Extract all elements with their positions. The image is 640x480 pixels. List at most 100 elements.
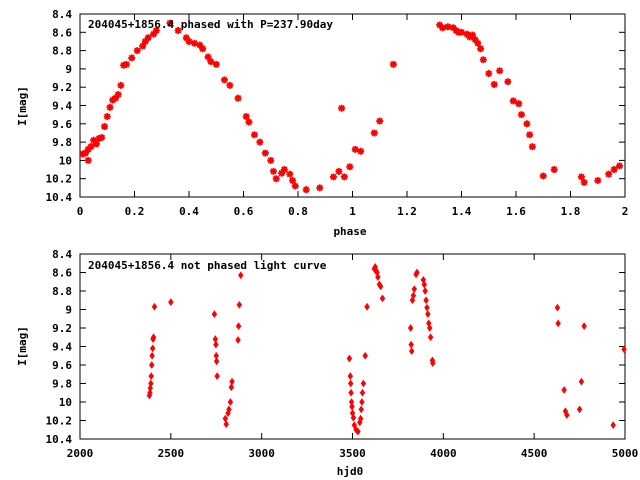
- axis-ticks: [79, 253, 626, 440]
- y-tick-label: 9: [65, 63, 72, 76]
- x-tick-labels: 2000 2500 3000 3500 4000 4500 5000: [67, 447, 639, 460]
- data-point: [351, 145, 359, 153]
- data-point: [554, 303, 561, 312]
- data-point: [106, 103, 114, 111]
- x-tick-label: 3500: [339, 447, 366, 460]
- data-point: [133, 47, 141, 55]
- data-point: [122, 60, 130, 68]
- data-point: [302, 186, 310, 194]
- x-axis-label: hjd0: [337, 465, 364, 478]
- data-point: [561, 386, 567, 394]
- x-tick-label: 4500: [521, 447, 548, 460]
- data-point: [147, 388, 153, 397]
- data-point: [289, 177, 297, 185]
- data-point: [316, 184, 324, 192]
- data-point: [329, 173, 337, 181]
- y-tick-labels: 8.4 8.6 8.8 9 9.2 9.4 9.6 9.8 10 10.2 10.4: [46, 8, 73, 204]
- data-point: [375, 273, 381, 282]
- x-tick-label: 1.2: [397, 205, 417, 218]
- y-axis-label: I[mag]: [16, 326, 29, 366]
- data-point: [204, 53, 212, 61]
- data-point: [148, 379, 154, 388]
- plot-area-frame: [79, 13, 626, 198]
- x-tick-label: 2000: [67, 447, 94, 460]
- unphased-light-curve-chart: 2000 2500 3000 3500 4000 4500 5000 8.4 8.6 8.8 9 9…: [16, 248, 638, 478]
- data-point: [610, 421, 616, 430]
- data-point: [250, 131, 258, 139]
- data-point: [357, 414, 364, 423]
- data-point: [427, 333, 434, 342]
- data-point: [261, 149, 269, 157]
- data-point: [291, 182, 299, 190]
- data-point: [95, 134, 103, 142]
- y-tick-labels: 8.4 8.6 8.8 9 9.2 9.4 9.6 9.8 10 10.2 10.4: [46, 248, 73, 446]
- data-point: [362, 351, 368, 360]
- data-point: [410, 291, 417, 300]
- data-point: [458, 28, 465, 36]
- data-point: [504, 78, 512, 86]
- phased-light-curve-chart: 0 0.2 0.4 0.6 0.8 1 1.2 1.4 1.6 1.8 2 8.4 8.6 8.8 9 9.…: [16, 8, 628, 238]
- data-point: [364, 302, 370, 311]
- data-point: [182, 34, 190, 42]
- y-tick-label: 8.6: [52, 26, 72, 39]
- y-tick-label: 10: [59, 396, 72, 409]
- x-tick-label: 2500: [158, 447, 185, 460]
- data-point: [348, 388, 354, 397]
- data-point: [213, 340, 219, 349]
- data-point: [111, 94, 119, 102]
- data-point: [550, 166, 558, 174]
- data-point: [379, 294, 386, 303]
- data-point: [87, 143, 95, 151]
- data-point: [409, 347, 415, 356]
- data-point: [517, 111, 525, 119]
- data-point: [479, 56, 487, 64]
- x-tick-label: 5000: [612, 447, 639, 460]
- data-point: [526, 131, 534, 139]
- x-tick-label: 0.6: [234, 205, 254, 218]
- data-point: [120, 61, 128, 69]
- y-tick-label: 10.4: [46, 433, 73, 446]
- y-tick-label: 9.2: [52, 81, 72, 94]
- data-point: [346, 354, 353, 363]
- data-point: [564, 411, 570, 419]
- data-point: [477, 45, 485, 53]
- data-point: [245, 118, 253, 126]
- data-point: [227, 398, 234, 406]
- data-point: [226, 81, 234, 89]
- data-point: [98, 134, 106, 142]
- x-tick-label: 4000: [430, 447, 457, 460]
- data-point: [370, 129, 378, 137]
- data-point: [148, 372, 154, 381]
- y-tick-label: 9.8: [52, 136, 72, 149]
- data-point: [577, 173, 585, 181]
- data-point: [117, 81, 125, 89]
- y-tick-label: 8.8: [52, 45, 72, 58]
- data-point: [430, 359, 436, 368]
- x-axis-label: phase: [333, 225, 366, 238]
- data-point: [346, 163, 354, 171]
- y-tick-label: 9.8: [52, 378, 72, 391]
- data-point: [101, 123, 109, 131]
- y-tick-label: 8.4: [52, 8, 72, 21]
- data-point: [228, 383, 235, 392]
- data-point: [212, 335, 219, 344]
- data-point: [422, 287, 428, 295]
- data-point: [242, 112, 250, 120]
- data-point: [150, 333, 157, 342]
- data-point: [185, 37, 193, 45]
- data-point: [269, 167, 277, 175]
- x-tick-label: 0.4: [179, 205, 199, 218]
- data-point: [425, 310, 431, 319]
- data-point: [444, 23, 452, 31]
- data-point: [149, 344, 156, 353]
- y-tick-label: 8.4: [52, 248, 72, 261]
- x-tick-label: 3000: [248, 447, 275, 460]
- data-point: [235, 336, 241, 344]
- y-tick-label: 10.4: [46, 191, 73, 204]
- y-tick-label: 9.6: [52, 118, 72, 131]
- data-point: [236, 300, 243, 309]
- data-point: [103, 112, 111, 120]
- data-point: [555, 319, 561, 328]
- data-point: [509, 97, 517, 105]
- data-point: [90, 136, 98, 144]
